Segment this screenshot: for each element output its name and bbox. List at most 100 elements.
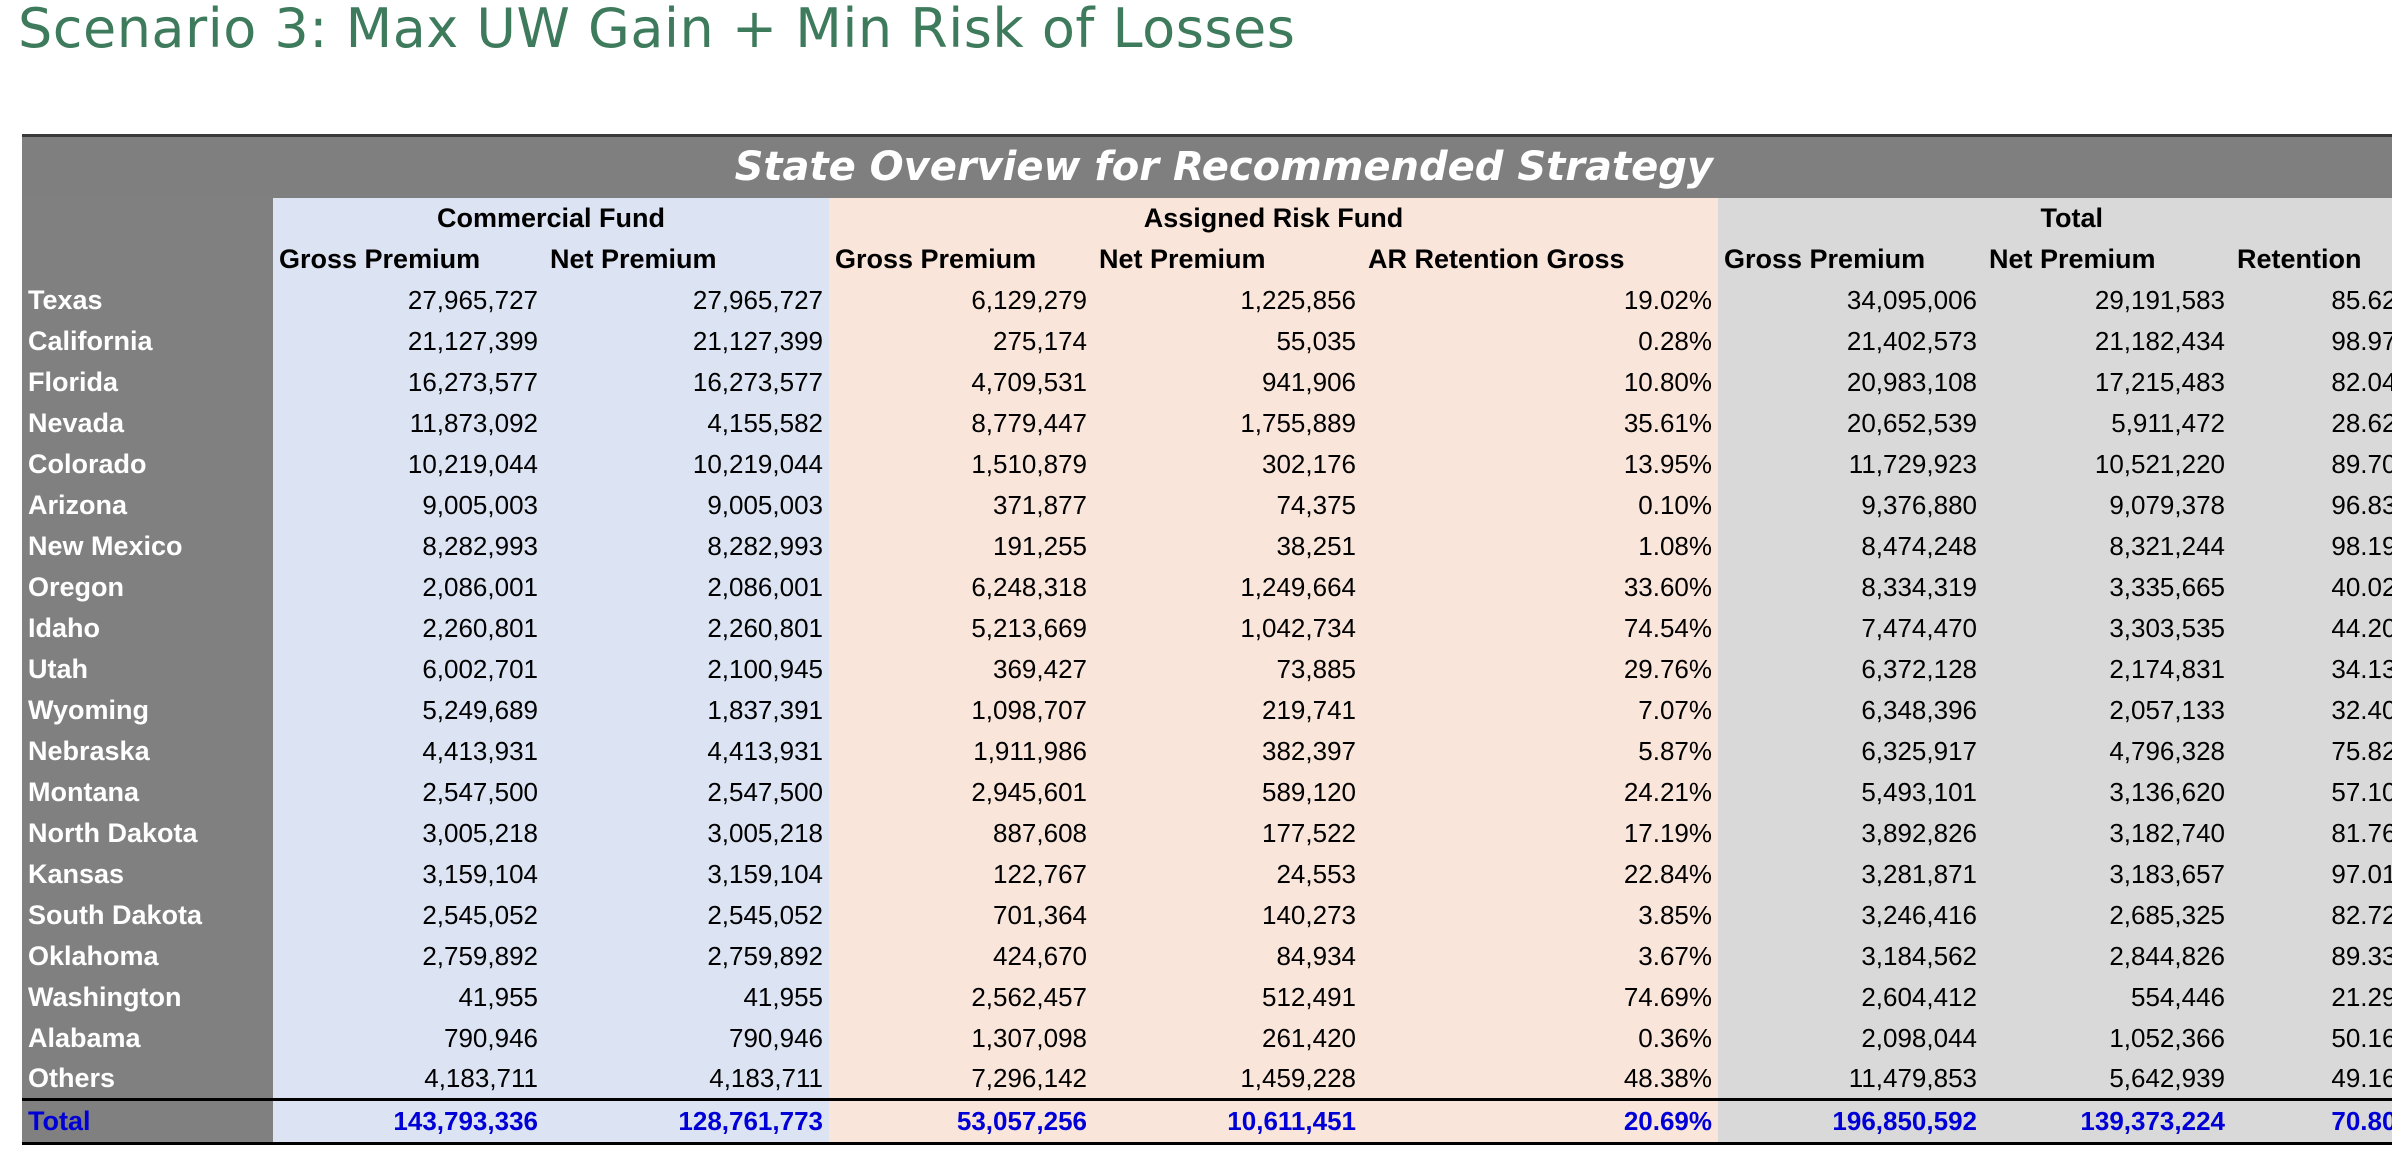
- cell-cf-net-premium: 10,219,044: [544, 443, 829, 485]
- cell-state-name: South Dakota: [22, 894, 273, 936]
- cell-state-name: Alabama: [22, 1017, 273, 1059]
- cell-total-net-premium: 9,079,378: [1983, 484, 2231, 526]
- cell-cf-gross-premium: 16,273,577: [273, 361, 544, 403]
- column-header-ar-net-premium: Net Premium: [1093, 238, 1362, 280]
- page-title: Scenario 3: Max UW Gain + Min Risk of Lo…: [18, 0, 1296, 60]
- cell-cf-gross-premium: 27,965,727: [273, 279, 544, 321]
- cell-cf-gross-premium: 5,249,689: [273, 689, 544, 731]
- table-row: Arizona 9,005,003 9,005,003 371,877 74,375 0.…: [22, 484, 2392, 526]
- column-header-total-retention: Retention: [2231, 238, 2392, 280]
- cell-total-retention: 81.76%: [2231, 812, 2392, 854]
- cell-ar-gross-premium: 191,255: [829, 525, 1093, 567]
- cell-state-name: Oregon: [22, 566, 273, 608]
- group-header-commercial-fund: Commercial Fund: [273, 197, 829, 239]
- cell-ar-gross-premium: 1,307,098: [829, 1017, 1093, 1059]
- cell-state-name: Oklahoma: [22, 935, 273, 977]
- column-header-cf-net-premium: Net Premium: [544, 238, 829, 280]
- cell-state-name: California: [22, 320, 273, 362]
- cell-total-gross-premium: 20,983,108: [1718, 361, 1983, 403]
- cell-ar-gross-premium: 1,911,986: [829, 730, 1093, 772]
- cell-ar-retention-gross: 19.02%: [1362, 279, 1718, 321]
- cell-ar-net-premium: 1,042,734: [1093, 607, 1362, 649]
- cell-ar-retention-gross: 7.07%: [1362, 689, 1718, 731]
- cell-total-retention: 44.20%: [2231, 607, 2392, 649]
- cell-ar-gross-premium: 122,767: [829, 853, 1093, 895]
- cell-total-gross-premium: 11,479,853: [1718, 1058, 1983, 1100]
- cell-cf-net-premium: 8,282,993: [544, 525, 829, 567]
- cell-ar-net-premium: 941,906: [1093, 361, 1362, 403]
- cell-total-retention: 96.83%: [2231, 484, 2392, 526]
- total-cell-ar-retention-gross: 20.69%: [1362, 1098, 1718, 1145]
- cell-total-net-premium: 5,911,472: [1983, 402, 2231, 444]
- cell-state-name: North Dakota: [22, 812, 273, 854]
- cell-ar-net-premium: 302,176: [1093, 443, 1362, 485]
- cell-ar-net-premium: 38,251: [1093, 525, 1362, 567]
- total-cell-state-name: Total: [22, 1098, 273, 1145]
- cell-ar-retention-gross: 35.61%: [1362, 402, 1718, 444]
- cell-ar-retention-gross: 29.76%: [1362, 648, 1718, 690]
- cell-ar-net-premium: 589,120: [1093, 771, 1362, 813]
- cell-ar-gross-premium: 424,670: [829, 935, 1093, 977]
- cell-ar-gross-premium: 2,562,457: [829, 976, 1093, 1018]
- cell-total-retention: 98.97%: [2231, 320, 2392, 362]
- cell-state-name: Florida: [22, 361, 273, 403]
- cell-total-net-premium: 3,183,657: [1983, 853, 2231, 895]
- total-cell-total-net-premium: 139,373,224: [1983, 1098, 2231, 1145]
- table-row: Montana 2,547,500 2,547,500 2,945,601 589,12…: [22, 771, 2392, 813]
- cell-total-gross-premium: 3,246,416: [1718, 894, 1983, 936]
- cell-ar-net-premium: 74,375: [1093, 484, 1362, 526]
- total-cell-cf-net-premium: 128,761,773: [544, 1098, 829, 1145]
- table-row: Oklahoma 2,759,892 2,759,892 424,670 84,934 3…: [22, 935, 2392, 977]
- cell-ar-retention-gross: 0.36%: [1362, 1017, 1718, 1059]
- table-row: Colorado 10,219,044 10,219,044 1,510,879 302…: [22, 443, 2392, 485]
- column-header-state-blank: [22, 238, 273, 280]
- cell-total-net-premium: 29,191,583: [1983, 279, 2231, 321]
- cell-state-name: Idaho: [22, 607, 273, 649]
- cell-total-gross-premium: 8,334,319: [1718, 566, 1983, 608]
- cell-ar-gross-premium: 4,709,531: [829, 361, 1093, 403]
- cell-total-net-premium: 4,796,328: [1983, 730, 2231, 772]
- cell-total-gross-premium: 3,892,826: [1718, 812, 1983, 854]
- cell-total-gross-premium: 7,474,470: [1718, 607, 1983, 649]
- cell-cf-gross-premium: 41,955: [273, 976, 544, 1018]
- cell-ar-retention-gross: 17.19%: [1362, 812, 1718, 854]
- cell-total-net-premium: 3,303,535: [1983, 607, 2231, 649]
- cell-total-net-premium: 21,182,434: [1983, 320, 2231, 362]
- cell-total-retention: 34.13%: [2231, 648, 2392, 690]
- cell-cf-gross-premium: 2,545,052: [273, 894, 544, 936]
- cell-cf-gross-premium: 2,260,801: [273, 607, 544, 649]
- cell-total-gross-premium: 2,604,412: [1718, 976, 1983, 1018]
- cell-ar-retention-gross: 3.67%: [1362, 935, 1718, 977]
- cell-total-gross-premium: 3,281,871: [1718, 853, 1983, 895]
- cell-ar-retention-gross: 1.08%: [1362, 525, 1718, 567]
- cell-ar-gross-premium: 369,427: [829, 648, 1093, 690]
- table-row: Oregon 2,086,001 2,086,001 6,248,318 1,249,6…: [22, 566, 2392, 608]
- cell-cf-net-premium: 3,159,104: [544, 853, 829, 895]
- cell-cf-gross-premium: 6,002,701: [273, 648, 544, 690]
- cell-ar-gross-premium: 1,098,707: [829, 689, 1093, 731]
- table-row: Others 4,183,711 4,183,711 7,296,142 1,459,2…: [22, 1058, 2392, 1100]
- table-row: Kansas 3,159,104 3,159,104 122,767 24,553 22.…: [22, 853, 2392, 895]
- cell-total-net-premium: 1,052,366: [1983, 1017, 2231, 1059]
- cell-state-name: Texas: [22, 279, 273, 321]
- cell-cf-gross-premium: 10,219,044: [273, 443, 544, 485]
- cell-cf-net-premium: 2,260,801: [544, 607, 829, 649]
- cell-state-name: New Mexico: [22, 525, 273, 567]
- table-row: Texas 27,965,727 27,965,727 6,129,279 1,225,…: [22, 279, 2392, 321]
- cell-total-retention: 97.01%: [2231, 853, 2392, 895]
- table-row: South Dakota 2,545,052 2,545,052 701,364 140…: [22, 894, 2392, 936]
- total-row: Total 143,793,336 128,761,773 53,057,256 10,…: [22, 1098, 2392, 1145]
- cell-cf-net-premium: 2,759,892: [544, 935, 829, 977]
- table-row: Florida 16,273,577 16,273,577 4,709,531 941,…: [22, 361, 2392, 403]
- cell-total-retention: 21.29%: [2231, 976, 2392, 1018]
- cell-ar-gross-premium: 887,608: [829, 812, 1093, 854]
- cell-cf-gross-premium: 2,547,500: [273, 771, 544, 813]
- cell-total-net-premium: 3,335,665: [1983, 566, 2231, 608]
- group-header-total: Total: [1718, 197, 2392, 239]
- group-header-state-blank: [22, 197, 273, 239]
- cell-ar-gross-premium: 371,877: [829, 484, 1093, 526]
- table-row: Nevada 11,873,092 4,155,582 8,779,447 1,755,…: [22, 402, 2392, 444]
- cell-ar-retention-gross: 48.38%: [1362, 1058, 1718, 1100]
- cell-ar-retention-gross: 74.54%: [1362, 607, 1718, 649]
- cell-cf-net-premium: 2,100,945: [544, 648, 829, 690]
